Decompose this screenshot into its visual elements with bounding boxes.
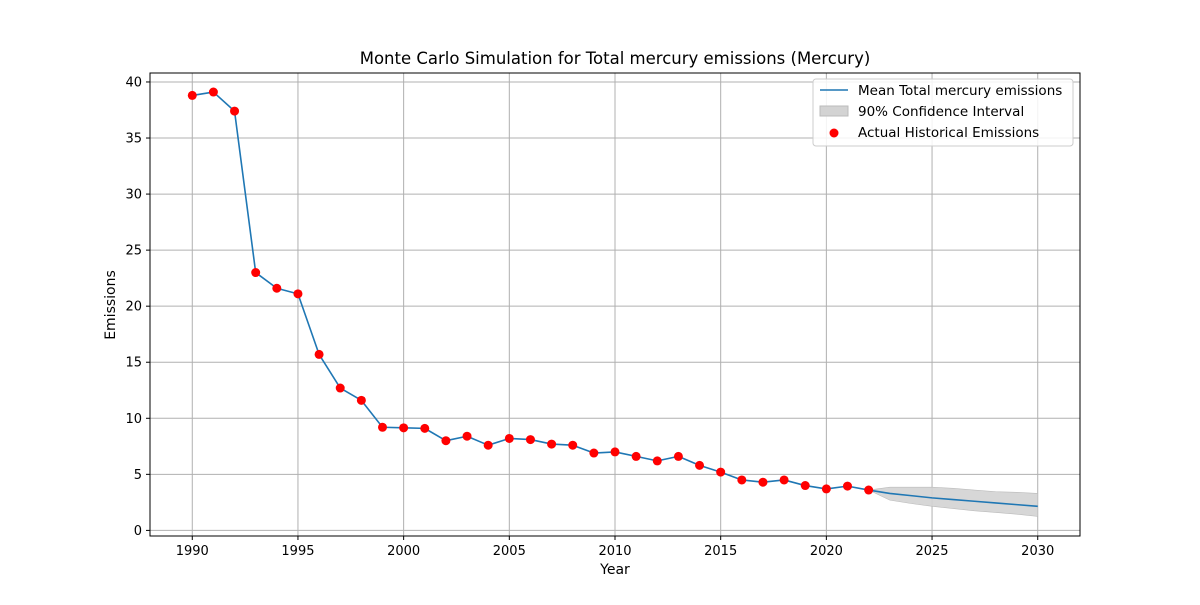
legend-ci-swatch	[819, 105, 849, 117]
y-tick-label: 5	[134, 468, 142, 483]
actual-emission-point	[843, 481, 852, 491]
y-tick-label: 35	[125, 132, 142, 147]
actual-emission-point	[864, 485, 874, 495]
x-tick-label: 2020	[810, 544, 843, 559]
x-tick-label: 2015	[704, 544, 737, 559]
actual-emission-point	[547, 439, 557, 449]
legend-label-mean: Mean Total mercury emissions	[858, 83, 1062, 99]
y-tick-label: 20	[125, 300, 142, 315]
y-tick-label: 15	[125, 356, 142, 371]
grid-lines	[150, 73, 1080, 536]
y-axis-ticks: 0 5 10 15 20 25 30 35 40	[125, 75, 150, 539]
actual-emission-point	[272, 283, 282, 293]
legend-actual-point-swatch	[829, 128, 839, 138]
actual-emission-point	[631, 451, 641, 461]
actual-emission-point	[378, 422, 387, 432]
legend-label-ci: 90% Confidence Interval	[858, 104, 1024, 120]
actual-emission-point	[652, 456, 662, 466]
x-tick-label: 2025	[915, 544, 948, 559]
legend-label-actual: Actual Historical Emissions	[858, 125, 1039, 141]
actual-emission-point	[399, 423, 409, 433]
confidence-band-layer	[867, 486, 1039, 517]
y-tick-label: 25	[125, 244, 142, 259]
actual-emission-point	[779, 475, 789, 485]
actual-emission-point	[525, 435, 535, 445]
x-tick-label: 2005	[493, 544, 526, 559]
chart-title: Monte Carlo Simulation for Total mercury…	[360, 49, 871, 68]
actual-emission-point	[716, 467, 726, 477]
actual-emission-point	[758, 477, 768, 487]
y-tick-label: 10	[125, 412, 142, 427]
actual-emission-point	[314, 349, 324, 359]
actual-emission-point	[737, 475, 747, 485]
actual-emission-point	[821, 484, 831, 494]
x-tick-label: 2000	[387, 544, 420, 559]
actual-emission-point	[504, 433, 514, 443]
actual-emission-point	[208, 87, 218, 97]
actual-emission-point	[230, 106, 240, 116]
actual-emission-point	[462, 431, 472, 441]
actual-emission-point	[695, 460, 705, 470]
actual-emission-point	[610, 447, 620, 457]
actual-emission-point	[673, 451, 683, 461]
actual-emission-point	[293, 289, 303, 299]
actual-emission-point	[335, 383, 345, 393]
confidence-interval-band	[867, 486, 1039, 517]
actual-emission-point	[251, 268, 261, 278]
y-axis-label: Emissions	[103, 270, 119, 340]
x-tick-label: 1995	[281, 544, 314, 559]
actual-emission-point	[356, 395, 366, 405]
y-tick-label: 40	[125, 75, 142, 90]
actual-emission-point	[441, 436, 451, 446]
actual-emission-point	[589, 448, 599, 458]
actual-emission-point	[568, 440, 578, 450]
actual-emission-point	[800, 481, 810, 491]
legend: Mean Total mercury emissions 90% Confide…	[812, 78, 1074, 147]
y-tick-label: 0	[134, 524, 142, 539]
x-tick-label: 2030	[1021, 544, 1054, 559]
actual-points-layer	[187, 87, 874, 495]
actual-emission-point	[483, 440, 493, 450]
x-axis-ticks: 1990 1995 2000 2005 2010 2015 2020 2025 2030	[176, 536, 1054, 559]
actual-emission-point	[420, 423, 430, 433]
actual-emission-point	[187, 90, 197, 100]
x-tick-label: 2010	[598, 544, 631, 559]
x-tick-label: 1990	[176, 544, 209, 559]
y-tick-label: 30	[125, 188, 142, 203]
x-axis-label: Year	[599, 562, 630, 578]
legend-box	[812, 78, 1074, 147]
